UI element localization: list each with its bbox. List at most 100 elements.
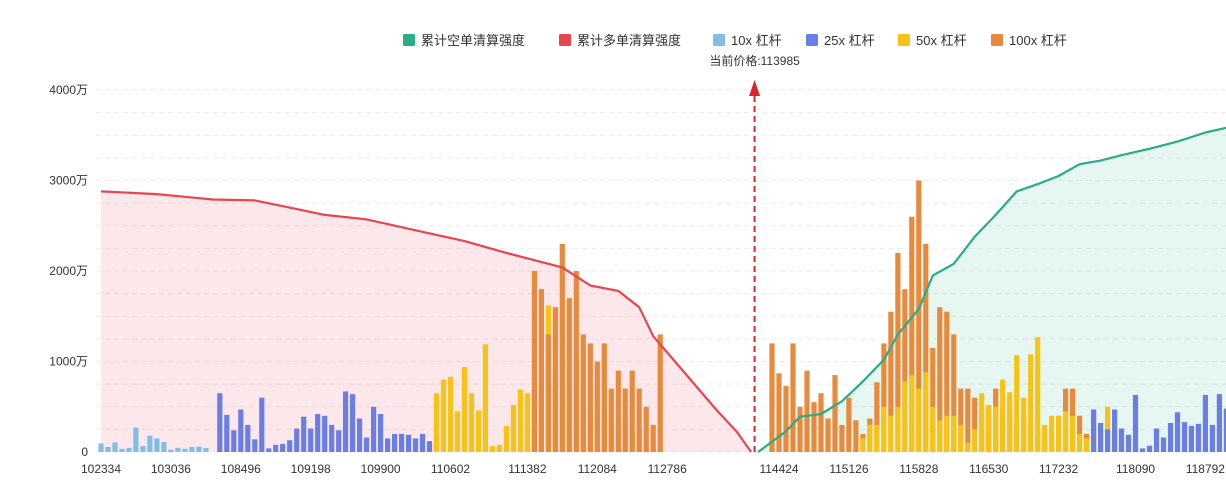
bar-25x杠杆-149 (1139, 448, 1146, 452)
x-tick-label: 102334 (81, 462, 121, 476)
y-tick-label: 0 (81, 445, 88, 459)
bar-50x杠杆-136 (1049, 415, 1055, 452)
x-tick-label: 109900 (361, 462, 401, 476)
bar-10x杠杆-15 (203, 447, 209, 452)
bar-100x杠杆-105 (832, 375, 838, 452)
bar-50x杠杆-50 (447, 376, 454, 452)
bar-25x杠杆-26 (280, 443, 286, 452)
bar-50x杠杆-122 (951, 415, 957, 452)
bar-25x杠杆-155 (1181, 422, 1188, 452)
bar-25x杠杆-22 (252, 439, 258, 452)
cumulative-long-area (101, 191, 752, 452)
bar-25x杠杆-47 (426, 441, 433, 452)
bar-100x杠杆-114 (895, 252, 901, 452)
bar-25x杠杆-43 (399, 433, 405, 452)
bar-50x杠杆-129 (1000, 379, 1006, 452)
legend-label[interactable]: 25x 杠杆 (824, 33, 875, 48)
y-axis: 0 1000万 2000万 3000万 4000万 (49, 83, 88, 459)
x-tick-label: 108496 (221, 462, 261, 476)
bar-50x杠杆-139 (1070, 415, 1076, 452)
bar-25x杠杆-21 (245, 424, 251, 452)
bar-25x杠杆-157 (1195, 423, 1201, 452)
bar-25x杠杆-39 (371, 406, 377, 453)
bar-50x杠杆-61 (524, 393, 530, 452)
bar-100x杠杆-62 (531, 271, 537, 452)
bar-100x杠杆-104 (825, 418, 831, 452)
bar-25x杠杆-161 (1223, 408, 1226, 452)
bar-100x杠杆-107 (846, 397, 852, 452)
bar-50x杠杆-127 (986, 404, 992, 452)
bar-10x杠杆-7 (147, 435, 153, 452)
bar-25x杠杆-27 (287, 440, 293, 452)
bar-100x杠杆-111 (874, 382, 880, 452)
legend-swatch (713, 34, 725, 46)
legend-label[interactable]: 10x 杠杆 (731, 33, 782, 48)
bar-100x杠杆-121 (944, 311, 950, 452)
bar-25x杠杆-46 (419, 433, 426, 452)
bar-25x杠杆-153 (1167, 423, 1174, 452)
y-tick-label: 1000万 (49, 355, 88, 369)
cumulative-areas (101, 127, 1226, 452)
x-tick-label: 109198 (291, 462, 331, 476)
bar-50x杠杆-117 (916, 388, 922, 452)
x-tick-label: 117232 (1039, 462, 1078, 476)
bar-100x杠杆-65 (552, 307, 558, 452)
bar-25x杠杆-37 (357, 418, 363, 452)
bar-25x杠杆-147 (1125, 434, 1132, 452)
bar-10x杠杆-2 (112, 442, 118, 452)
bar-50x杠杆-110 (867, 424, 873, 452)
bar-50x杠杆-118 (923, 372, 929, 452)
bar-25x杠杆-19 (231, 430, 237, 452)
legend-label[interactable]: 50x 杠杆 (916, 33, 967, 48)
x-tick-label: 118090 (1116, 462, 1155, 476)
x-axis: 102334 103036 108496 109198 109900 110602 1113… (81, 462, 1225, 476)
bar-50x杠杆-135 (1042, 424, 1048, 452)
bar-100x杠杆-76 (629, 370, 635, 452)
bar-100x杠杆-96 (769, 343, 775, 452)
bar-100x杠杆-108 (853, 420, 859, 452)
legend-label[interactable]: 累计空单清算强度 (421, 33, 525, 48)
legend: 累计空单清算强度 累计多单清算强度 10x 杠杆 25x 杠杆 50x 杠杆 100x 杠… (403, 33, 1067, 48)
bar-50x杠杆-124 (965, 442, 971, 452)
bar-10x杠杆-3 (119, 448, 125, 452)
bar-25x杠杆-148 (1132, 395, 1139, 452)
bar-25x杠杆-18 (224, 414, 230, 452)
y-tick-label: 3000万 (49, 174, 88, 188)
bar-10x杠杆-13 (189, 447, 195, 452)
bar-50x杠杆-54 (475, 410, 482, 452)
bar-50x杠杆-116 (909, 375, 915, 452)
bar-100x杠杆-74 (615, 370, 621, 452)
x-tick-label: 118792 (1186, 462, 1225, 476)
bar-25x杠杆-159 (1209, 424, 1215, 452)
bar-50x杠杆-109 (860, 438, 866, 452)
bar-10x杠杆-0 (98, 443, 104, 452)
bar-50x杠杆-137 (1056, 415, 1062, 452)
bar-25x杠杆-38 (364, 437, 370, 452)
bar-25x杠杆-25 (273, 444, 279, 452)
x-tick-label: 103036 (151, 462, 191, 476)
x-tick-label: 112786 (648, 462, 687, 476)
bar-25x杠杆-145 (1112, 409, 1118, 452)
bar-100x杠杆-99 (790, 343, 796, 452)
bar-50x杠杆-58 (503, 425, 509, 452)
bar-100x杠杆-119 (930, 347, 936, 452)
bar-100x杠杆-120 (937, 307, 943, 452)
bar-100x杠杆-78 (643, 406, 649, 453)
bar-25x杠杆-35 (343, 391, 349, 452)
bar-50x杠杆-133 (1028, 354, 1034, 452)
legend-label[interactable]: 100x 杠杆 (1009, 33, 1067, 48)
bar-10x杠杆-1 (105, 447, 111, 452)
bar-100x杠杆-64 (545, 334, 551, 452)
bar-10x杠杆-9 (161, 442, 167, 452)
bar-10x杠杆-6 (140, 446, 146, 452)
bar-25x杠杆-160 (1216, 394, 1222, 452)
bar-25x杠杆-23 (259, 397, 265, 452)
bar-25x杠杆-40 (378, 414, 384, 452)
current-price-marker: 当前价格:113985 (709, 53, 800, 452)
legend-label[interactable]: 累计多单清算强度 (577, 33, 681, 48)
bar-50x杠杆-114 (895, 406, 901, 453)
bar-100x杠杆-116 (909, 216, 915, 452)
bar-50x杠杆-121 (944, 415, 950, 452)
bar-25x杠杆-144 (1105, 429, 1111, 452)
bar-100x杠杆-70 (587, 343, 593, 452)
